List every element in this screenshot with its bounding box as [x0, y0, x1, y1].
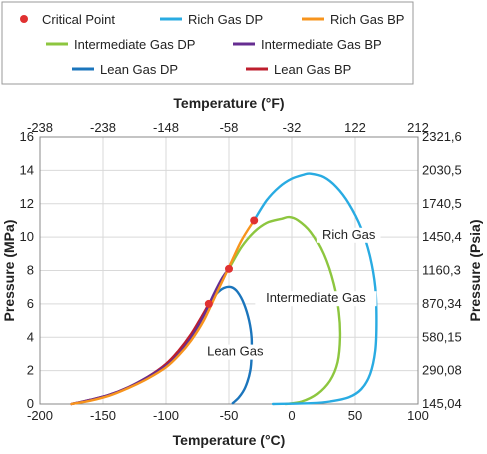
- series-line-lean-gas-dp: [207, 285, 254, 405]
- x-tick-label: -100: [153, 408, 179, 423]
- y2-tick-label: 290,08: [422, 363, 462, 378]
- series-line-intermediate-gas-dp: [227, 215, 342, 406]
- x2-tick-label: -58: [220, 120, 239, 135]
- legend-label-rich-gas-dp: Rich Gas DP: [188, 12, 263, 27]
- y2-tick-label: 1740,5: [422, 196, 462, 211]
- y2-tick-label: 870,34: [422, 296, 462, 311]
- x-tick-label: 50: [348, 408, 362, 423]
- x-tick-label: 100: [407, 408, 429, 423]
- legend-marker-critical-point: [20, 15, 28, 23]
- legend-label-intermediate-gas-dp: Intermediate Gas DP: [74, 37, 195, 52]
- y2-tick-label: 1160,3: [422, 263, 461, 278]
- x2-tick-label: -238: [90, 120, 116, 135]
- legend-label-critical-point: Critical Point: [42, 12, 115, 27]
- series-line-intermediate-gas-bp: [70, 267, 231, 406]
- legend-label-rich-gas-bp: Rich Gas BP: [330, 12, 404, 27]
- y2-tick-label: 145,04: [422, 396, 462, 411]
- x-tick-label: -50: [220, 408, 239, 423]
- y2-axis-title: Pressure (Psia): [467, 220, 483, 322]
- x2-tick-label: -238: [27, 120, 53, 135]
- legend-label-intermediate-gas-bp: Intermediate Gas BP: [261, 37, 382, 52]
- critical-point: [225, 264, 233, 273]
- annotation-intermediate-gas: Intermediate Gas: [266, 290, 366, 305]
- y-tick-label: 14: [20, 162, 34, 177]
- x2-tick-label: -148: [153, 120, 179, 135]
- x2-axis-title: Temperature (°F): [173, 95, 284, 111]
- legend-frame: [1, 1, 414, 85]
- y-tick-label: 0: [27, 396, 34, 411]
- legend: Critical Point Rich Gas DP Rich Gas BP Inte…: [1, 1, 414, 85]
- series-line-rich-gas-dp: [253, 172, 378, 406]
- x-tick-label: -150: [90, 408, 116, 423]
- x-axis-title: Temperature (°C): [173, 432, 286, 448]
- critical-point: [204, 299, 213, 308]
- y-axis-title: Pressure (MPa): [1, 220, 17, 322]
- y-tick-label: 10: [20, 229, 34, 244]
- y2-tick-label: 2321,6: [422, 129, 462, 144]
- critical-point: [250, 216, 259, 225]
- y-tick-label: 4: [27, 329, 34, 344]
- y-tick-label: 16: [20, 129, 34, 144]
- series-line-lean-gas-bp: [70, 302, 210, 406]
- x2-tick-label: 122: [344, 120, 366, 135]
- y-tick-label: 12: [20, 196, 34, 211]
- y-tick-label: 8: [27, 263, 34, 278]
- annotation-backdrop: [255, 291, 377, 307]
- x-tick-label: -200: [27, 408, 53, 423]
- series-line-rich-gas-bp: [70, 219, 256, 406]
- y2-tick-label: 2030,5: [422, 162, 462, 177]
- annotation-lean-gas: Lean Gas: [207, 344, 264, 359]
- annotation-backdrop: [316, 227, 381, 243]
- annotation-backdrop: [203, 344, 268, 360]
- annotation-rich-gas: Rich Gas: [322, 227, 376, 242]
- y2-tick-label: 1450,4: [422, 229, 462, 244]
- legend-label-lean-gas-dp: Lean Gas DP: [100, 62, 178, 77]
- y-tick-label: 2: [27, 363, 34, 378]
- x2-tick-label: 212: [407, 120, 429, 135]
- plot-area: [39, 136, 419, 405]
- y2-tick-label: 580,15: [422, 329, 462, 344]
- legend-label-lean-gas-bp: Lean Gas BP: [274, 62, 351, 77]
- x2-tick-label: -32: [283, 120, 302, 135]
- y-tick-label: 6: [27, 296, 34, 311]
- x-tick-label: 0: [288, 408, 295, 423]
